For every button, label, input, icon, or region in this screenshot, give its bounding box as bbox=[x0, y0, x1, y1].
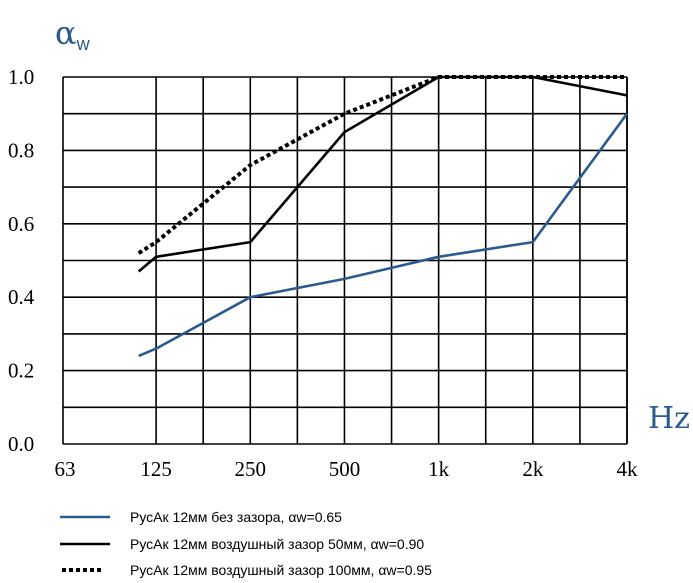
y-tick-label: 1.0 bbox=[8, 65, 34, 89]
x-axis-title: Hz bbox=[648, 401, 690, 436]
y-tick-label: 0.6 bbox=[8, 212, 34, 236]
y-tick-label: 0.0 bbox=[8, 432, 34, 456]
series-layer bbox=[137, 75, 629, 358]
x-tick-label: 125 bbox=[140, 457, 172, 481]
series-line-2 bbox=[137, 75, 628, 273]
legend-label-3: РусАк 12мм воздушный зазор 100мм, αw=0.9… bbox=[130, 562, 432, 578]
grid bbox=[62, 76, 628, 445]
y-tick-label: 0.4 bbox=[8, 285, 35, 309]
x-tick-label: 500 bbox=[329, 457, 361, 481]
x-tick-label: 4k bbox=[617, 457, 639, 481]
legend-label-2: РусАк 12мм воздушный зазор 50мм, αw=0.90 bbox=[130, 536, 424, 552]
x-tick-label: 1k bbox=[428, 457, 450, 481]
x-tick-label: 250 bbox=[235, 457, 267, 481]
series-line-1 bbox=[138, 112, 629, 358]
tick-labels: 0.0 0.2 0.4 0.6 0.8 1.0 63 125 250 500 1k 2k 4k bbox=[8, 65, 638, 481]
y-tick-label: 0.8 bbox=[8, 138, 34, 162]
y-tick-label: 0.2 bbox=[8, 359, 34, 383]
series-line-3 bbox=[137, 75, 627, 255]
x-tick-label: 63 bbox=[55, 457, 76, 481]
legend: РусАк 12мм без зазора, αw=0.65 РусАк 12мм… bbox=[60, 509, 432, 578]
y-axis-title: αw bbox=[55, 14, 91, 54]
legend-label-1: РусАк 12мм без зазора, αw=0.65 bbox=[130, 509, 342, 525]
x-tick-label: 2k bbox=[522, 457, 544, 481]
